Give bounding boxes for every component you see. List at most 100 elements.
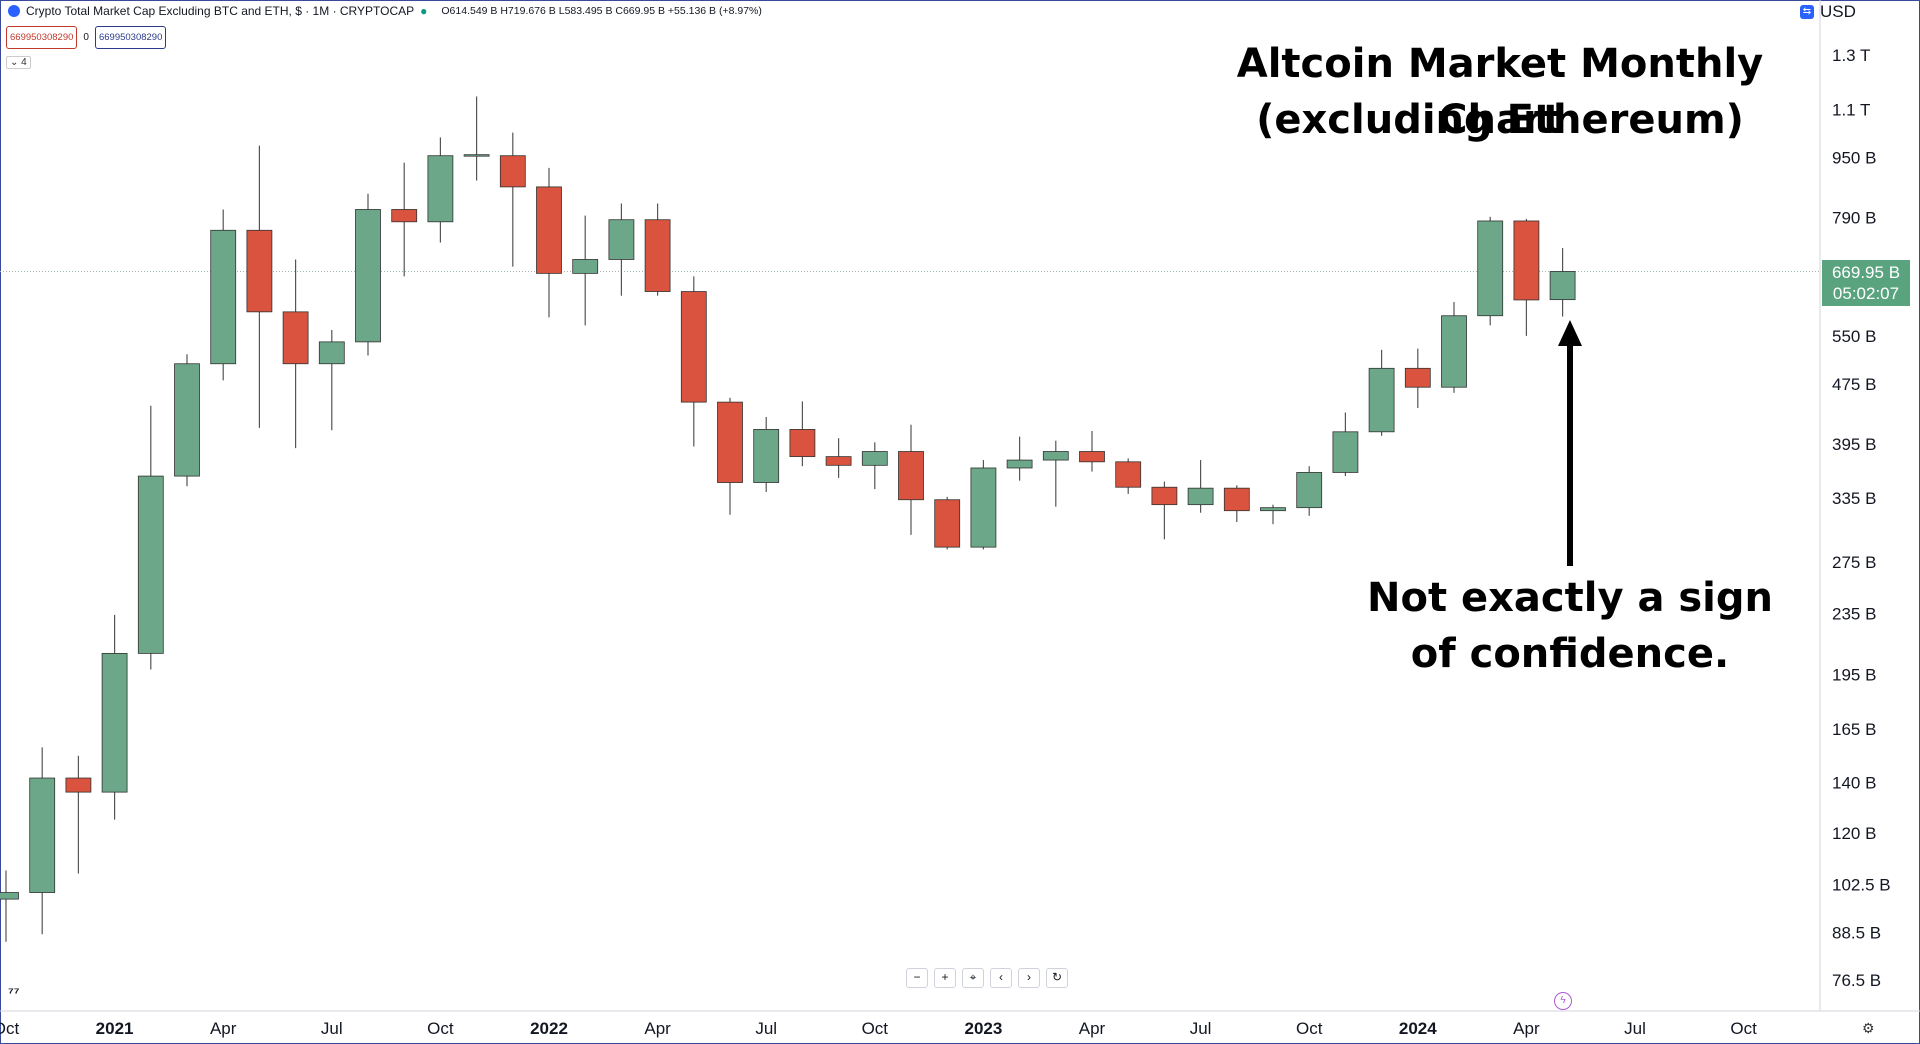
candle[interactable]: [101, 614, 128, 820]
market-status-icon: ●: [420, 4, 428, 18]
flash-icon[interactable]: ϟ: [1554, 992, 1572, 1010]
indicators-toggle[interactable]: ⌄ 4: [6, 56, 31, 69]
x-tick-label: 2022: [530, 1019, 568, 1038]
candle[interactable]: [1368, 349, 1395, 436]
candle[interactable]: [680, 276, 707, 447]
candle[interactable]: [861, 442, 888, 490]
currency-icon: ⇆: [1800, 5, 1814, 19]
candle-body: [1223, 487, 1250, 512]
y-tick-label: 1.3 T: [1832, 46, 1870, 65]
candle[interactable]: [137, 405, 164, 670]
trade-buttons: 669950308290 0 669950308290: [6, 26, 167, 49]
price-axis[interactable]: 1.3 T 1.1 T 950 B 790 B 550 B 475 B 395 B 335 B…: [1832, 46, 1891, 990]
symbol-logo-icon: [8, 5, 20, 17]
y-tick-label: 550 B: [1832, 327, 1876, 346]
candle[interactable]: [825, 438, 852, 478]
candle[interactable]: [1006, 436, 1033, 481]
candle[interactable]: [1187, 460, 1214, 513]
tradingview-logo-icon[interactable]: ⁷⁷: [8, 984, 20, 1000]
scroll-right-button[interactable]: ›: [1018, 968, 1040, 988]
candles-layer: [0, 96, 1576, 942]
candle[interactable]: [898, 424, 924, 535]
candle[interactable]: [1404, 348, 1431, 409]
candle[interactable]: [318, 329, 345, 431]
sell-button[interactable]: 669950308290: [6, 26, 78, 49]
candle[interactable]: [536, 167, 562, 318]
candle[interactable]: [970, 460, 997, 550]
candle[interactable]: [1332, 412, 1359, 477]
candle[interactable]: [29, 747, 56, 935]
x-tick-label: Oct: [1730, 1019, 1757, 1038]
candle-body: [789, 429, 816, 458]
candle-body: [644, 219, 671, 292]
x-tick-label: Oct: [0, 1019, 19, 1038]
candle[interactable]: [65, 755, 92, 874]
reset-view-button[interactable]: ⌖: [962, 968, 984, 988]
currency-label: USD: [1820, 2, 1856, 21]
candle[interactable]: [753, 417, 780, 492]
candle[interactable]: [717, 397, 743, 515]
buy-button[interactable]: 669950308290: [94, 26, 167, 49]
candle[interactable]: [174, 354, 200, 487]
candle[interactable]: [1151, 481, 1178, 540]
candle[interactable]: [463, 96, 490, 181]
zoom-out-button[interactable]: −: [906, 968, 928, 988]
candle-body: [825, 456, 852, 466]
candle-body: [282, 311, 309, 365]
zoom-in-button[interactable]: +: [934, 968, 956, 988]
candle[interactable]: [1441, 302, 1467, 393]
candle[interactable]: [355, 193, 381, 356]
candle[interactable]: [1223, 485, 1250, 523]
candle[interactable]: [246, 145, 273, 428]
y-tick-label: 235 B: [1832, 605, 1876, 624]
candle[interactable]: [1477, 216, 1504, 326]
settings-icon[interactable]: ⚙: [1862, 1020, 1875, 1036]
x-tick-label: Jul: [321, 1019, 343, 1038]
currency-selector[interactable]: ⇆ USD: [1800, 0, 1856, 24]
candle[interactable]: [1513, 218, 1540, 336]
candle-body: [65, 777, 92, 793]
candle[interactable]: [1079, 431, 1105, 472]
candle[interactable]: [644, 203, 671, 296]
candle-body: [1549, 271, 1576, 301]
x-tick-label: 2023: [964, 1019, 1002, 1038]
candle[interactable]: [934, 496, 961, 550]
candle-body: [391, 209, 418, 223]
candle[interactable]: [391, 162, 418, 277]
candle[interactable]: [608, 203, 635, 296]
y-tick-label: 395 B: [1832, 435, 1876, 454]
candle[interactable]: [427, 137, 454, 243]
indicators-count: 4: [21, 57, 27, 68]
candle[interactable]: [789, 401, 816, 467]
x-tick-label: 2024: [1399, 1019, 1437, 1038]
x-tick-label: Jul: [755, 1019, 777, 1038]
scroll-left-button[interactable]: ‹: [990, 968, 1012, 988]
candle[interactable]: [572, 215, 599, 326]
candle[interactable]: [1549, 248, 1576, 317]
candle-body: [1513, 220, 1540, 301]
candle-body: [101, 652, 128, 793]
y-tick-label: 165 B: [1832, 720, 1876, 739]
y-tick-label: 140 B: [1832, 774, 1876, 793]
reset-chart-button[interactable]: ↻: [1046, 968, 1068, 988]
spread-value: 0: [83, 32, 89, 43]
arrow-head: [1558, 320, 1582, 346]
candle[interactable]: [1042, 440, 1069, 507]
candle-body: [680, 291, 707, 403]
candle[interactable]: [0, 870, 19, 942]
candle[interactable]: [1115, 458, 1142, 494]
candle-body: [861, 451, 888, 466]
last-price-tag: 669.95 B 05:02:07: [1822, 260, 1910, 306]
candle-body: [1296, 472, 1323, 509]
candle[interactable]: [282, 259, 309, 449]
candle[interactable]: [499, 132, 526, 267]
candle-body: [29, 777, 56, 893]
candle[interactable]: [1296, 466, 1323, 516]
candle-body: [318, 341, 345, 365]
candle[interactable]: [1260, 504, 1286, 525]
symbol-title[interactable]: Crypto Total Market Cap Excluding BTC an…: [26, 4, 415, 18]
candle-body: [1006, 459, 1033, 469]
candle[interactable]: [210, 209, 237, 381]
time-axis[interactable]: Oct 2021 Apr Jul Oct 2022 Apr Jul Oct 2023 Apr Jul O…: [0, 1019, 1757, 1038]
